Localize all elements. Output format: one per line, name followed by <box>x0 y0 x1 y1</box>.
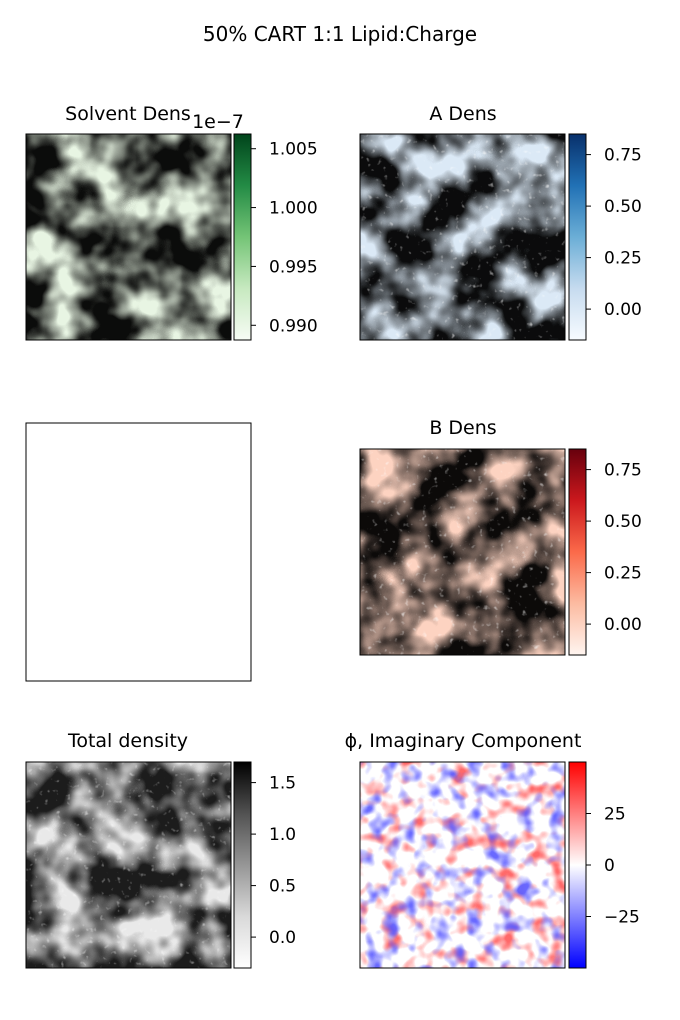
panel-title: B Dens <box>429 417 496 439</box>
colorbar-tick-label: 0.0 <box>269 928 296 948</box>
colorbar-tick-label: 1.0 <box>269 825 296 845</box>
colorbar-tick-label: 0.00 <box>604 300 642 320</box>
heatmap-total-density <box>25 761 232 969</box>
colorbar: 0.75 0.50 0.25 0.00 <box>568 448 642 656</box>
colorbar-tick-label: 0.25 <box>604 564 642 584</box>
panel-title: ϕ, Imaginary Component <box>345 730 582 752</box>
colorbar: 1.005 1.000 0.995 0.990 <box>233 133 318 341</box>
colorbar-tick-label: −25 <box>604 908 640 928</box>
colorbar-tick-label: 1.000 <box>269 199 318 219</box>
colorbar: 25 0 −25 <box>568 761 640 969</box>
colorbar-tick-label: 0.995 <box>269 257 318 277</box>
figure-title: 50% CART 1:1 Lipid:Charge <box>203 22 477 46</box>
panel-title: A Dens <box>429 103 496 125</box>
colorbar-tick-label: 0 <box>604 856 615 876</box>
heatmap-a-density <box>359 133 566 341</box>
colorbar-offset-label: 1e−7 <box>192 111 244 133</box>
heatmap-solvent-density <box>25 133 232 341</box>
panel-title: Total density <box>67 730 188 752</box>
panel-title: Solvent Dens <box>65 103 191 125</box>
colorbar-tick-label: 0.75 <box>604 461 642 481</box>
panel-empty <box>25 422 252 682</box>
colorbar-tick-label: 0.00 <box>604 615 642 635</box>
colorbar-gradient <box>568 133 587 341</box>
panel-total-density: Total density 1.5 1.0 0.5 0.0 <box>25 730 296 969</box>
colorbar-gradient <box>233 761 252 969</box>
panel-a-density: A Dens 0.75 0.50 0.25 0.00 <box>359 103 642 341</box>
colorbar: 1.5 1.0 0.5 0.0 <box>233 761 296 969</box>
colorbar-gradient <box>568 761 587 969</box>
panel-phi-imaginary: ϕ, Imaginary Component 25 0 −25 <box>345 730 640 969</box>
colorbar-tick-label: 25 <box>604 805 626 825</box>
colorbar-gradient <box>233 133 252 341</box>
heatmap-b-density <box>359 448 566 656</box>
colorbar-tick-label: 0.990 <box>269 316 318 336</box>
colorbar-tick-label: 0.25 <box>604 249 642 269</box>
heatmap-phi-imaginary <box>359 761 566 969</box>
colorbar: 0.75 0.50 0.25 0.00 <box>568 133 642 341</box>
panel-b-density: B Dens 0.75 0.50 0.25 0.00 <box>359 417 642 656</box>
panel-solvent-density: Solvent Dens 1.005 1.000 0.995 0.990 1e−7 <box>25 103 318 341</box>
empty-axes <box>25 422 252 682</box>
colorbar-tick-label: 0.5 <box>269 877 296 897</box>
colorbar-tick-label: 1.5 <box>269 774 296 794</box>
colorbar-tick-label: 0.50 <box>604 512 642 532</box>
colorbar-tick-label: 1.005 <box>269 140 318 160</box>
colorbar-tick-label: 0.50 <box>604 197 642 217</box>
colorbar-tick-label: 0.75 <box>604 146 642 166</box>
colorbar-gradient <box>568 448 587 656</box>
